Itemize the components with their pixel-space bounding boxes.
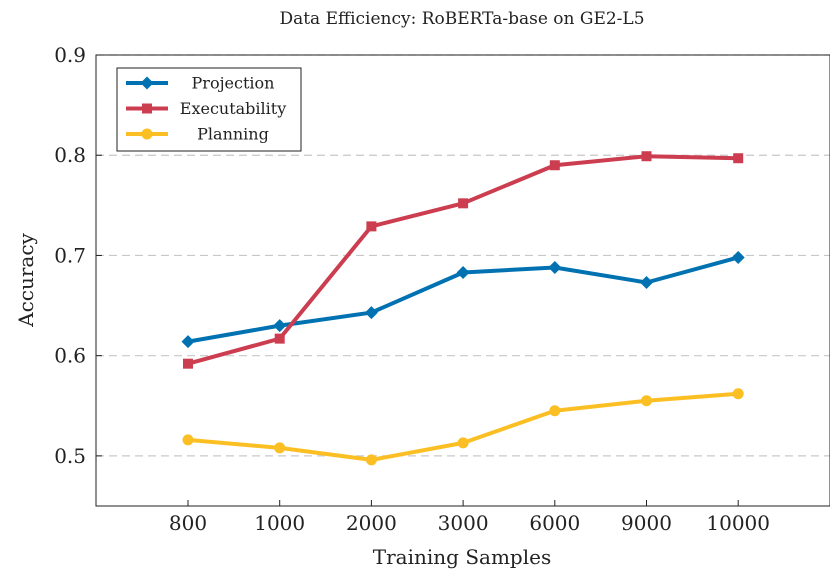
data-point-planning <box>182 434 194 446</box>
legend-label-projection: Projection <box>192 74 275 93</box>
data-point-projection <box>731 250 745 264</box>
data-point-planning <box>457 437 469 449</box>
data-point-executability <box>549 160 560 171</box>
y-tick-label: 0.9 <box>54 43 86 67</box>
y-tick-label: 0.6 <box>54 344 86 368</box>
data-point-executability <box>458 198 469 209</box>
axis-ticks: 0.5 0.6 0.7 0.8 0.9 800 1000 2000 3000 6000 9000 10… <box>54 43 770 535</box>
series-line-executability <box>186 154 741 366</box>
data-point-projection <box>273 319 287 333</box>
x-tick-label: 800 <box>169 511 207 535</box>
chart-title: Data Efficiency: RoBERTa-base on GE2-L5 <box>279 9 644 29</box>
x-tick-label: 3000 <box>438 511 489 535</box>
x-tick-label: 10000 <box>706 511 770 535</box>
data-point-executability <box>641 151 652 162</box>
data-point-planning <box>274 442 286 454</box>
series-line-planning <box>186 391 741 462</box>
data-point-executability <box>183 358 193 369</box>
y-tick-label: 0.5 <box>54 444 86 468</box>
y-tick-label: 0.8 <box>54 143 86 167</box>
data-point-executability <box>733 153 744 164</box>
x-tick-label: 9000 <box>621 511 672 535</box>
data-point-projection <box>456 265 470 279</box>
legend-label-planning: Planning <box>197 125 269 144</box>
data-point-planning <box>365 454 377 466</box>
legend: Projection Executability Planning <box>116 67 302 152</box>
legend-marker-planning <box>141 128 153 140</box>
data-point-planning <box>641 395 652 407</box>
x-tick-label: 2000 <box>346 511 397 535</box>
data-point-executability <box>274 333 285 344</box>
data-point-projection <box>364 306 378 320</box>
y-tick-label: 0.7 <box>54 243 86 267</box>
data-point-planning <box>549 405 561 417</box>
x-axis-label: Training Samples <box>373 545 551 569</box>
legend-marker-projection <box>140 76 154 90</box>
legend-marker-executability <box>142 103 152 114</box>
data-point-planning <box>732 388 744 400</box>
data-point-executability <box>366 221 377 232</box>
series-layer <box>181 151 745 466</box>
legend-label-executability: Executability <box>180 99 286 118</box>
x-tick-label: 6000 <box>529 511 580 535</box>
data-point-projection <box>640 276 653 290</box>
data-point-projection <box>548 260 562 274</box>
data-point-projection <box>181 335 195 349</box>
x-tick-label: 1000 <box>254 511 305 535</box>
y-axis-label: Accuracy <box>14 232 38 327</box>
